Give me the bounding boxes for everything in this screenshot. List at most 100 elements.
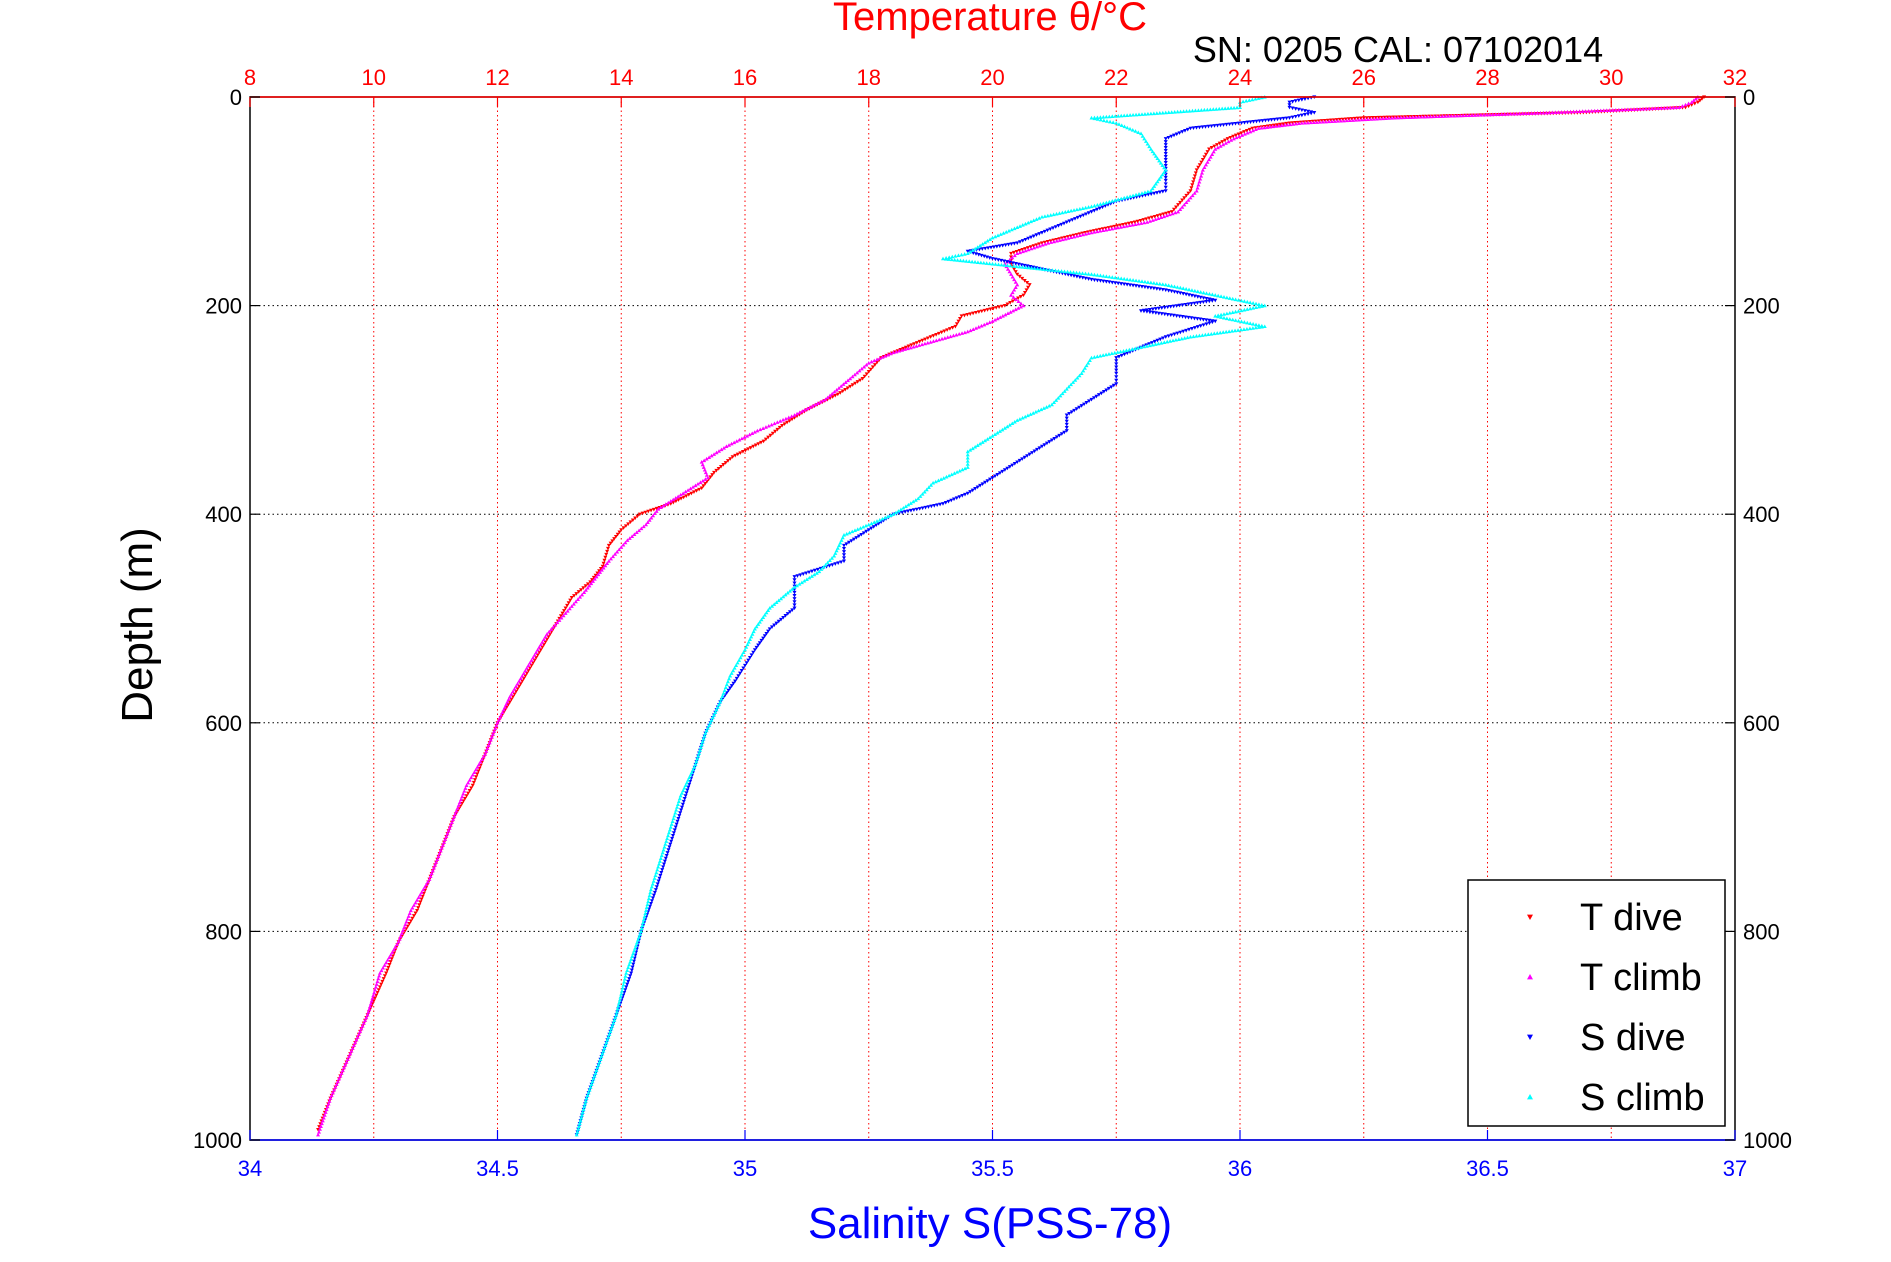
data-point [1089,204,1094,209]
data-point [1201,323,1206,327]
data-point [605,549,610,554]
data-point [543,640,548,644]
data-point [1191,334,1196,339]
data-point [932,504,937,508]
data-point [1116,281,1121,286]
data-point [797,582,802,586]
data-point [470,772,475,777]
data-point [836,561,841,565]
data-point [964,259,969,263]
data-point [934,338,939,343]
data-point [1155,179,1160,184]
data-point [527,660,532,665]
data-point [387,955,392,960]
data-point [1340,117,1345,122]
data-point [1299,113,1304,118]
data-point [1074,270,1079,275]
data-point [591,575,596,580]
data-point [658,856,663,860]
data-point [1101,201,1106,205]
data-point [593,1071,598,1075]
data-point [608,1029,613,1034]
data-point [632,532,637,537]
data-point [1368,117,1373,121]
data-point [802,578,807,583]
data-point [1060,237,1065,242]
data-point [1045,228,1050,233]
data-point [971,311,976,316]
data-point [1326,118,1331,123]
data-point [1209,124,1214,129]
data-point [605,546,610,551]
data-point [1550,110,1555,115]
data-point [625,968,630,972]
data-point [386,965,391,970]
data-point [978,260,983,265]
data-point [592,577,597,581]
data-point [1032,449,1037,454]
data-point [317,1129,322,1134]
data-point [1293,114,1298,119]
data-point [769,422,774,427]
data-point [1084,363,1089,368]
data-point [1122,124,1127,129]
data-point [797,410,802,415]
data-point [834,387,839,392]
data-point [898,507,903,512]
data-point [1188,334,1193,339]
data-point [1358,116,1363,121]
data-series [316,95,1707,1137]
data-point [1025,281,1030,285]
data-point [617,997,622,1002]
data-point [1083,231,1088,236]
data-point [1025,454,1030,458]
data-point [931,334,936,338]
bottom-tick-label: 35 [733,1156,757,1181]
data-point [613,552,618,556]
data-point [1227,122,1232,127]
data-point [1191,126,1196,130]
data-point [833,551,838,555]
data-point [1083,271,1088,276]
data-point [619,989,624,993]
data-point [665,851,670,855]
data-point [646,899,651,904]
data-point [1262,303,1267,308]
data-point [1004,230,1009,234]
data-point [637,528,642,533]
data-point [647,893,652,898]
data-point [633,946,638,950]
data-point [340,1068,345,1073]
data-point [924,487,929,492]
data-point [1098,279,1103,283]
data-point [506,697,511,701]
data-point [1207,318,1212,323]
top-tick-label: 18 [857,65,881,90]
top-tick-label: 22 [1104,65,1128,90]
data-point [920,506,925,511]
data-point [1053,225,1058,229]
data-point [611,554,615,559]
data-point [1162,305,1167,310]
data-point [721,463,726,467]
data-point [965,329,970,334]
data-point [973,246,978,251]
data-point [1037,242,1042,246]
data-point [929,504,934,509]
data-point [973,444,978,449]
data-point [1163,288,1168,292]
data-point [1016,296,1021,301]
data-point [605,1037,610,1042]
data-point [640,923,645,928]
data-point [1361,116,1366,120]
data-point [721,691,726,695]
data-point [781,417,786,422]
data-point [1071,270,1076,275]
data-point [515,681,520,686]
data-point [318,1124,323,1128]
data-point [579,1115,584,1120]
data-point [1028,245,1033,249]
data-point [1037,232,1042,236]
data-point [996,262,1001,267]
data-point [1147,307,1152,312]
